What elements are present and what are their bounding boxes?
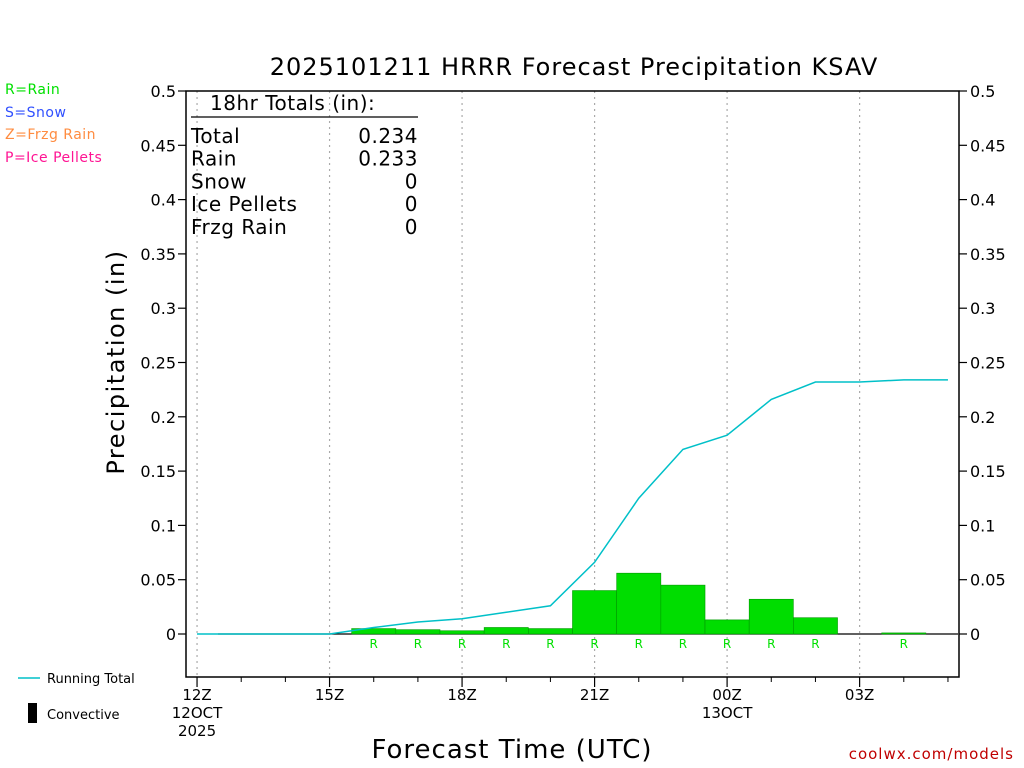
y-tick-label-left: 0.25 <box>140 354 176 373</box>
convective-swatch <box>28 703 37 723</box>
y-tick-label-right: 0.1 <box>970 516 995 535</box>
y-tick-label-right: 0.5 <box>970 82 995 101</box>
totals-value: 0 <box>405 169 418 193</box>
x-tick-label: 15Z <box>315 686 344 704</box>
y-tick-label-left: 0.15 <box>140 462 176 481</box>
y-tick-label-left: 0.3 <box>151 299 176 318</box>
x-tick-label: 13OCT <box>702 704 753 722</box>
y-tick-label-right: 0.3 <box>970 299 995 318</box>
site-credit[interactable]: coolwx.com/models <box>848 745 1014 763</box>
y-tick-label-left: 0.35 <box>140 245 176 264</box>
precip-bar <box>572 590 617 635</box>
ptype-label: R <box>900 637 908 651</box>
totals-label: Frzg Rain <box>191 215 287 239</box>
totals-label: Rain <box>191 147 237 171</box>
y-tick-label-left: 0.5 <box>151 82 176 101</box>
x-tick-label: 03Z <box>845 686 874 704</box>
ptype-label: R <box>635 637 643 651</box>
x-tick-label: 2025 <box>178 722 216 740</box>
y-tick-label-right: 0.2 <box>970 408 995 427</box>
precip-bar <box>748 598 794 635</box>
totals-value: 0 <box>405 192 418 216</box>
totals-value: 0.234 <box>358 124 418 148</box>
chart-title: 2025101211 HRRR Forecast Precipitation K… <box>270 53 879 81</box>
y-tick-label-right: 0.45 <box>970 136 1006 155</box>
legend-ice-pellets: P=Ice Pellets <box>5 150 103 166</box>
ptype-label: R <box>414 637 422 651</box>
precip-bar <box>528 628 573 635</box>
totals-value: 0 <box>405 215 418 239</box>
precip-bar <box>793 617 838 635</box>
precip-bar <box>483 627 529 635</box>
precip-bar <box>395 629 441 635</box>
running-total-line <box>197 379 948 635</box>
ptype-label: R <box>811 637 819 651</box>
totals-value: 0.233 <box>358 147 418 171</box>
y-tick-label-right: 0.05 <box>970 571 1006 590</box>
y-tick-label-right: 0.15 <box>970 462 1006 481</box>
ptype-label: R <box>767 637 775 651</box>
ptype-label: R <box>546 637 554 651</box>
totals-label: Ice Pellets <box>191 192 297 216</box>
y-axis-label: Precipitation (in) <box>102 249 130 474</box>
y-tick-label-left: 0.45 <box>140 136 176 155</box>
y-tick-label-right: 0.25 <box>970 354 1006 373</box>
precip-bar <box>881 632 927 635</box>
precip-bar <box>616 572 662 635</box>
x-axis-label: Forecast Time (UTC) <box>371 735 652 765</box>
y-tick-label-left: 0.4 <box>151 191 176 210</box>
running-total-legend: Running Total <box>47 672 135 687</box>
ptype-label: R <box>370 637 378 651</box>
totals-header: 18hr Totals (in): <box>210 91 375 115</box>
y-tick-label-left: 0.1 <box>151 516 176 535</box>
totals-label: Total <box>190 124 240 148</box>
x-tick-label: 12Z <box>182 686 211 704</box>
ptype-label: R <box>679 637 687 651</box>
x-tick-label: 18Z <box>447 686 476 704</box>
totals-label: Snow <box>191 169 247 193</box>
precip-bar <box>660 584 706 635</box>
y-tick-label-left: 0 <box>166 625 176 644</box>
x-tick-label: 00Z <box>712 686 741 704</box>
x-tick-label: 21Z <box>580 686 609 704</box>
y-tick-label-left: 0.2 <box>151 408 176 427</box>
legend-snow: S=Snow <box>5 105 67 121</box>
y-tick-label-right: 0 <box>970 625 980 644</box>
y-tick-label-left: 0.05 <box>140 571 176 590</box>
ptype-label: R <box>723 637 731 651</box>
ptype-label: R <box>458 637 466 651</box>
x-tick-label: 12OCT <box>172 704 223 722</box>
ptype-label: R <box>502 637 510 651</box>
ptype-label: R <box>590 637 598 651</box>
legend-rain: R=Rain <box>5 82 61 98</box>
precip-bar <box>439 630 485 635</box>
precip-bar <box>704 619 750 635</box>
y-tick-label-right: 0.4 <box>970 191 995 210</box>
convective-legend: Convective <box>47 708 120 723</box>
y-tick-label-right: 0.35 <box>970 245 1006 264</box>
plot-frame <box>185 90 960 678</box>
legend-frzg-rain: Z=Frzg Rain <box>5 127 97 143</box>
